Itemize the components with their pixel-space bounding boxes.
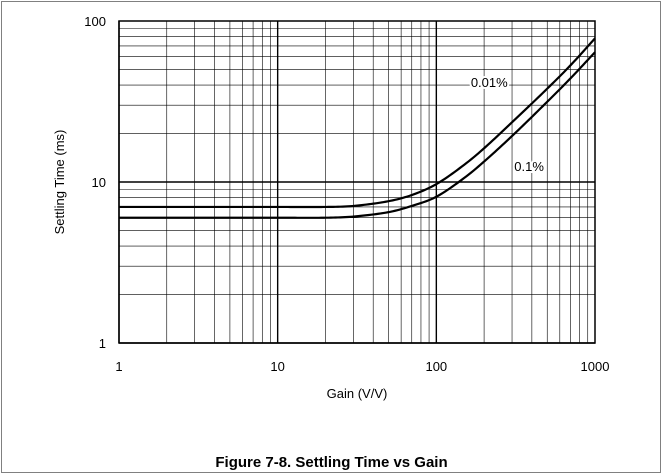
settling-time-chart: 1 10 100 1000 1 10 100 0.01% 0.1% Gain (V/V) S… (52, 14, 609, 401)
x-tick-label: 1 (115, 359, 122, 374)
tick-labels: 1 10 100 1000 1 10 100 (84, 14, 609, 374)
series-group (119, 37, 596, 219)
series-line-0.1pct (119, 51, 596, 219)
x-tick-label: 100 (425, 359, 447, 374)
x-tick-label: 1000 (581, 359, 610, 374)
figure-caption: Figure 7-8. Settling Time vs Gain (215, 454, 448, 471)
plot-border (118, 20, 596, 344)
y-tick-label: 1 (99, 336, 106, 351)
series-line-0.01pct (119, 37, 596, 209)
series-label-0.01pct: 0.01% (471, 75, 508, 90)
y-tick-label: 100 (84, 14, 106, 29)
x-tick-label: 10 (270, 359, 284, 374)
y-axis-label: Settling Time (ms) (52, 130, 67, 235)
y-tick-label: 10 (92, 175, 106, 190)
grid (118, 21, 595, 344)
x-axis-label: Gain (V/V) (327, 386, 388, 401)
series-label-0.1pct: 0.1% (514, 159, 544, 174)
